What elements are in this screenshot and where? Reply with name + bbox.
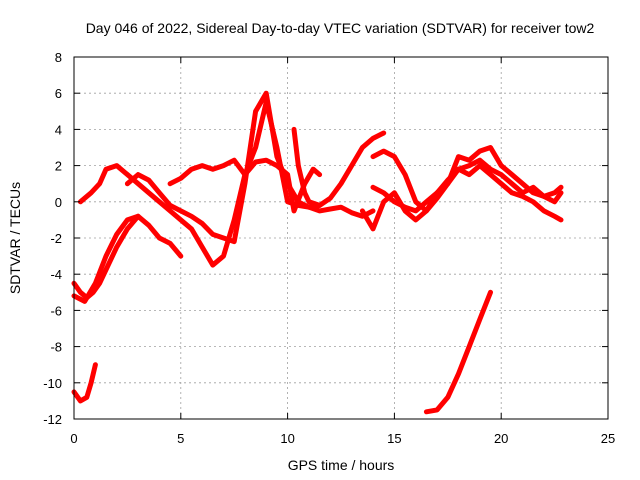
chart-title: Day 046 of 2022, Sidereal Day-to-day VTE… bbox=[86, 20, 595, 36]
series-line-track-2 bbox=[71, 213, 184, 304]
series-line-track-1 bbox=[71, 362, 98, 404]
data-series bbox=[71, 90, 564, 415]
axis-ticks bbox=[73, 56, 609, 420]
series-line-track-3 bbox=[77, 99, 376, 268]
grid-lines bbox=[74, 57, 608, 419]
x-tick-labels: 0 5 10 15 20 25 bbox=[70, 431, 615, 446]
series-line-track-9 bbox=[370, 145, 564, 214]
y-axis-label: SDTVAR / TECUs bbox=[7, 182, 23, 294]
series-line-track-11 bbox=[423, 289, 493, 415]
series-line-track-6 bbox=[167, 157, 323, 214]
x-tick-label: 25 bbox=[601, 431, 615, 446]
y-tick-label: 8 bbox=[55, 50, 62, 65]
x-axis-label: GPS time / hours bbox=[288, 457, 395, 473]
y-tick-label: -2 bbox=[50, 231, 62, 246]
y-tick-labels: -12 -10 -8 -6 -4 -2 0 2 4 6 8 bbox=[43, 50, 62, 427]
series-line-track-10 bbox=[370, 157, 564, 214]
x-tick-label: 20 bbox=[494, 431, 508, 446]
x-tick-label: 5 bbox=[177, 431, 184, 446]
y-tick-label: -10 bbox=[43, 376, 62, 391]
y-tick-label: 0 bbox=[55, 195, 62, 210]
y-tick-label: 4 bbox=[55, 122, 62, 137]
x-tick-label: 15 bbox=[387, 431, 401, 446]
y-tick-label: -8 bbox=[50, 340, 62, 355]
series-line-track-8 bbox=[359, 163, 564, 232]
series-line-track-7 bbox=[291, 126, 387, 208]
x-tick-label: 0 bbox=[70, 431, 77, 446]
y-tick-label: -12 bbox=[43, 412, 62, 427]
x-tick-label: 10 bbox=[280, 431, 294, 446]
y-tick-label: 2 bbox=[55, 159, 62, 174]
y-tick-label: -4 bbox=[50, 267, 62, 282]
y-tick-label: 6 bbox=[55, 86, 62, 101]
series-line-track-4 bbox=[71, 213, 141, 301]
y-tick-label: -6 bbox=[50, 303, 62, 318]
